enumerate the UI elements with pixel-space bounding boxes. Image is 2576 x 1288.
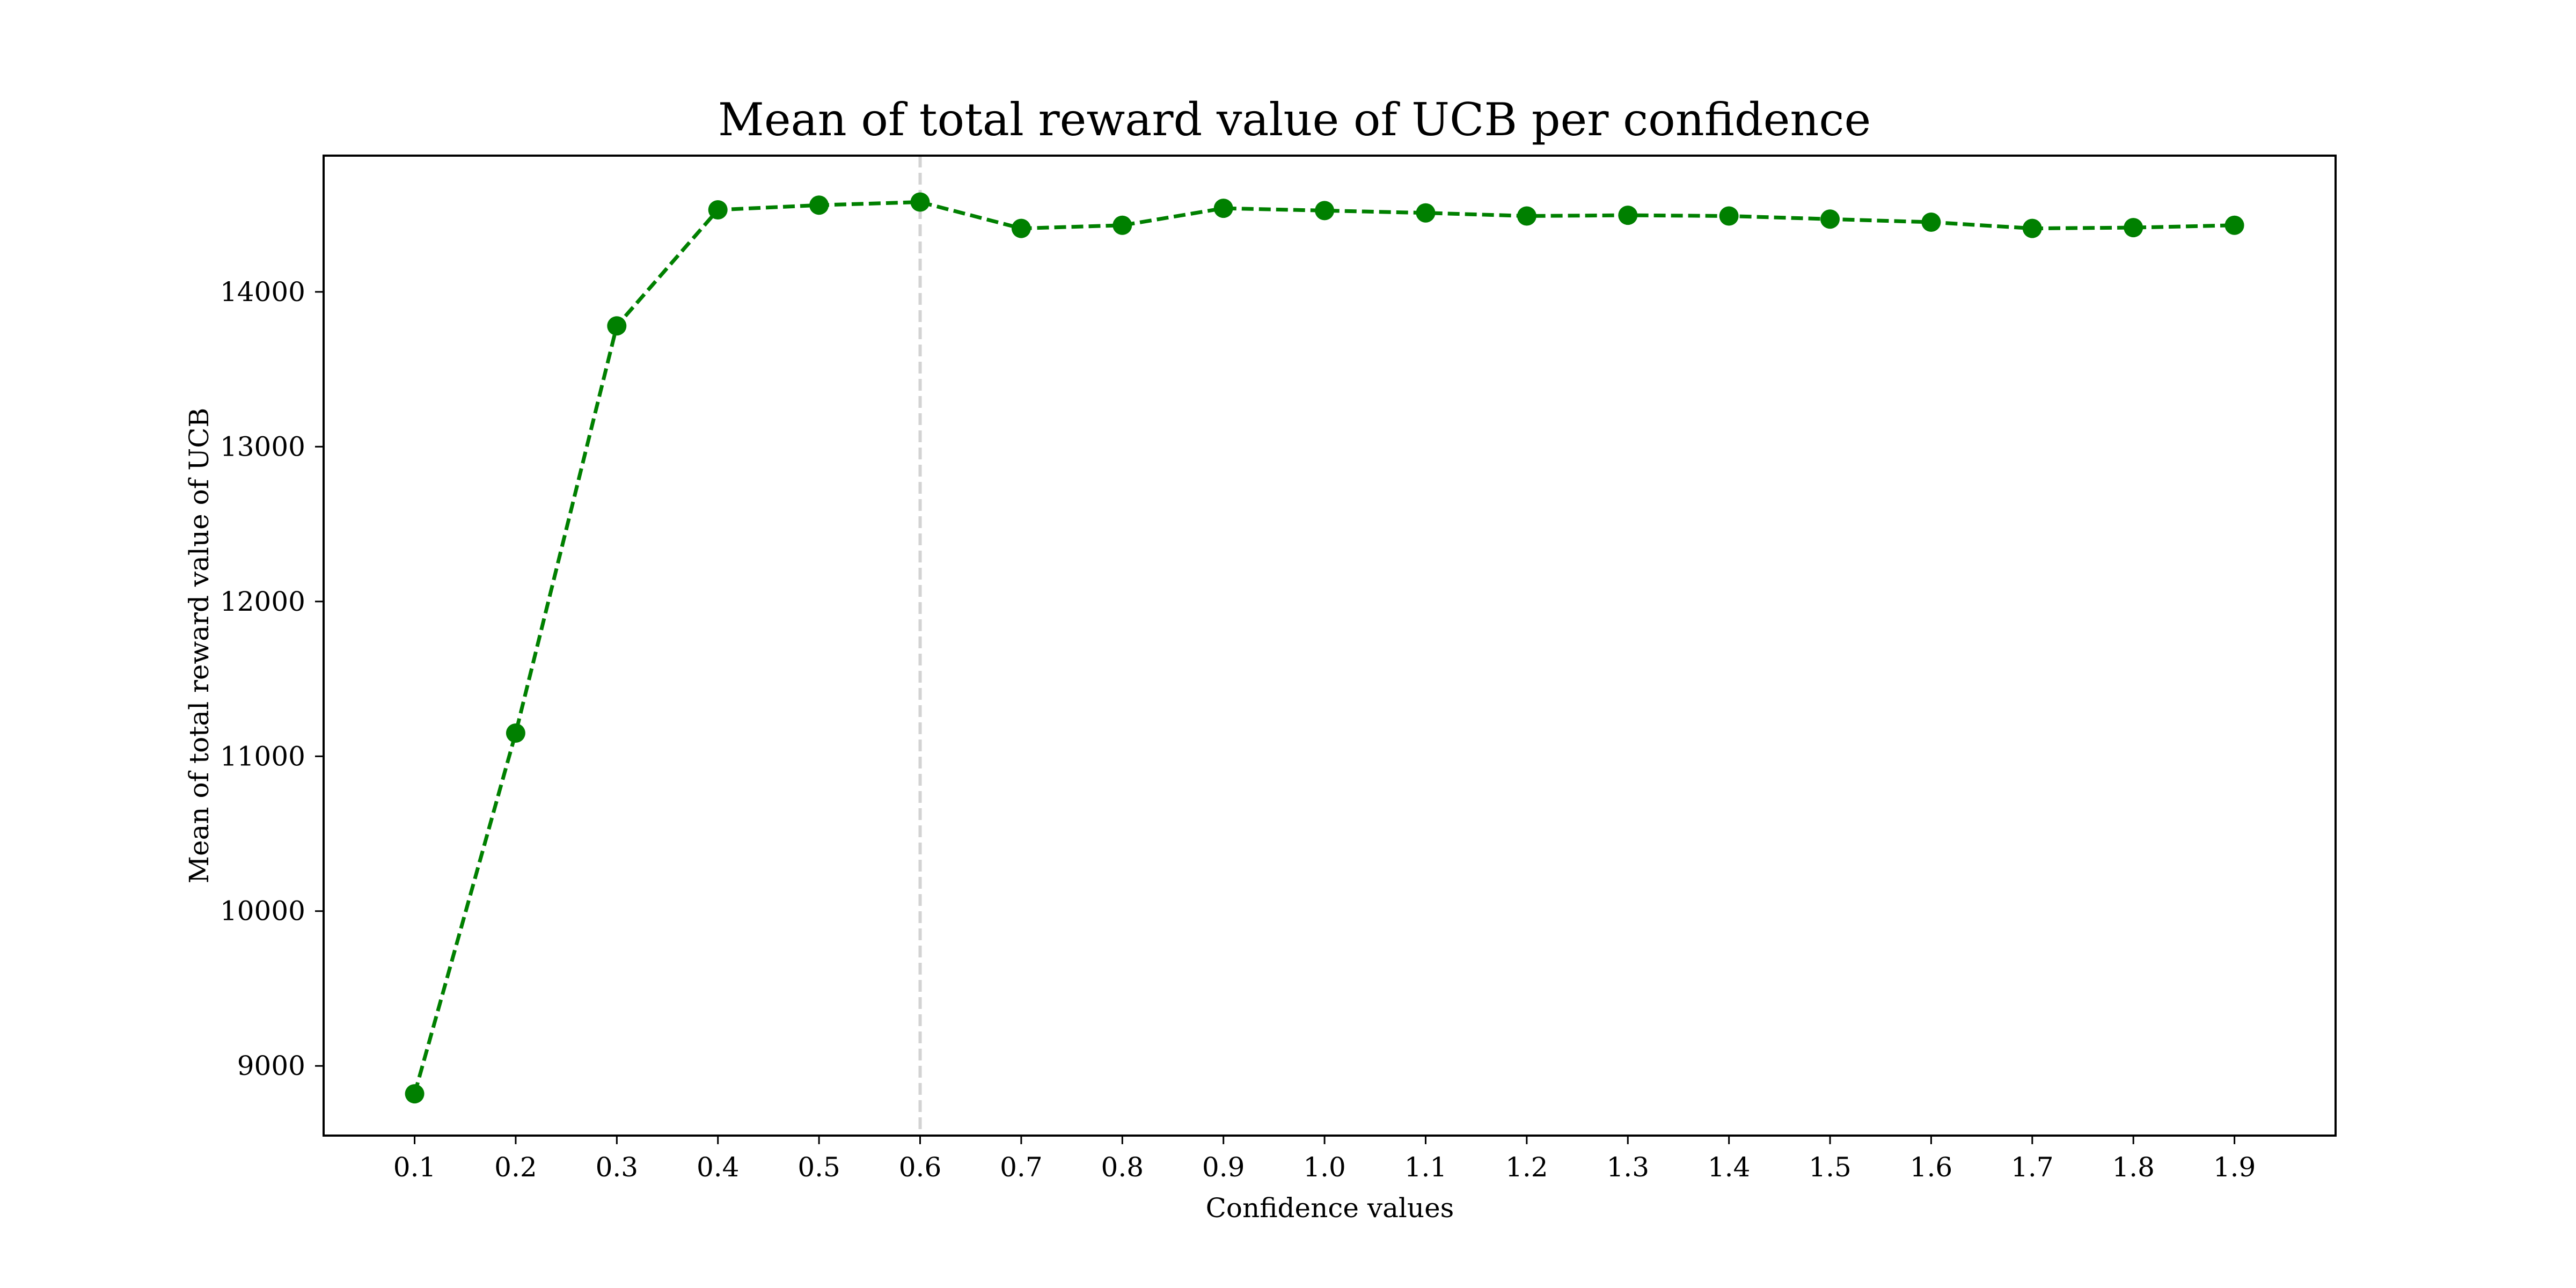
data-point bbox=[1618, 206, 1638, 225]
x-tick-label: 1.0 bbox=[1303, 1152, 1346, 1183]
x-tick-label: 0.4 bbox=[697, 1152, 740, 1183]
data-point bbox=[809, 195, 829, 215]
x-tick-label: 1.5 bbox=[1809, 1152, 1851, 1183]
x-tick-label: 1.3 bbox=[1606, 1152, 1649, 1183]
plot-frame bbox=[323, 155, 2337, 1137]
data-point bbox=[1921, 213, 1941, 232]
data-point bbox=[910, 192, 930, 212]
y-tick-label: 14000 bbox=[220, 276, 305, 308]
x-tick-label: 0.8 bbox=[1101, 1152, 1144, 1183]
data-point bbox=[607, 316, 627, 336]
data-point bbox=[2224, 215, 2244, 235]
data-point bbox=[1820, 209, 1840, 229]
y-tick-label: 13000 bbox=[220, 431, 305, 462]
x-tick-label: 0.3 bbox=[596, 1152, 639, 1183]
data-point bbox=[1011, 218, 1031, 238]
x-tick-label: 1.9 bbox=[2213, 1152, 2256, 1183]
data-point bbox=[2124, 218, 2143, 238]
data-point bbox=[405, 1084, 425, 1104]
data-point bbox=[1719, 206, 1739, 226]
chart-title: Mean of total reward value of UCB per co… bbox=[718, 93, 1871, 146]
x-axis: 0.1 0.2 0.3 0.4 0.5 0.6 0.7 0.8 0.9 1.0 1.1 1.2 1.3 1… bbox=[393, 1136, 2256, 1183]
x-tick-label: 0.7 bbox=[1000, 1152, 1043, 1183]
x-tick-label: 0.1 bbox=[393, 1152, 436, 1183]
x-tick-label: 0.9 bbox=[1202, 1152, 1245, 1183]
data-point bbox=[1517, 206, 1536, 226]
y-tick-label: 10000 bbox=[220, 896, 305, 927]
data-point bbox=[2022, 218, 2042, 238]
data-point bbox=[1213, 199, 1233, 218]
plot-area bbox=[405, 156, 2244, 1136]
data-point bbox=[1416, 203, 1436, 223]
data-point bbox=[1315, 201, 1335, 221]
x-tick-label: 0.2 bbox=[494, 1152, 537, 1183]
x-tick-label: 1.2 bbox=[1505, 1152, 1548, 1183]
x-tick-label: 1.6 bbox=[1910, 1152, 1953, 1183]
x-tick-label: 1.1 bbox=[1404, 1152, 1447, 1183]
y-axis-label: Mean of total reward value of UCB bbox=[184, 408, 215, 883]
y-tick-label: 9000 bbox=[237, 1050, 305, 1081]
data-point bbox=[1113, 215, 1132, 235]
data-point bbox=[506, 723, 525, 743]
x-tick-label: 0.6 bbox=[899, 1152, 942, 1183]
y-tick-label: 12000 bbox=[220, 586, 305, 617]
x-tick-label: 1.4 bbox=[1708, 1152, 1751, 1183]
data-point bbox=[708, 200, 728, 219]
x-tick-label: 0.5 bbox=[797, 1152, 840, 1183]
x-axis-label: Confidence values bbox=[1206, 1192, 1454, 1224]
x-tick-label: 1.8 bbox=[2112, 1152, 2155, 1183]
y-axis: 9000 10000 11000 12000 13000 14000 bbox=[220, 276, 324, 1081]
x-tick-label: 1.7 bbox=[2011, 1152, 2054, 1183]
y-tick-label: 11000 bbox=[220, 741, 305, 772]
